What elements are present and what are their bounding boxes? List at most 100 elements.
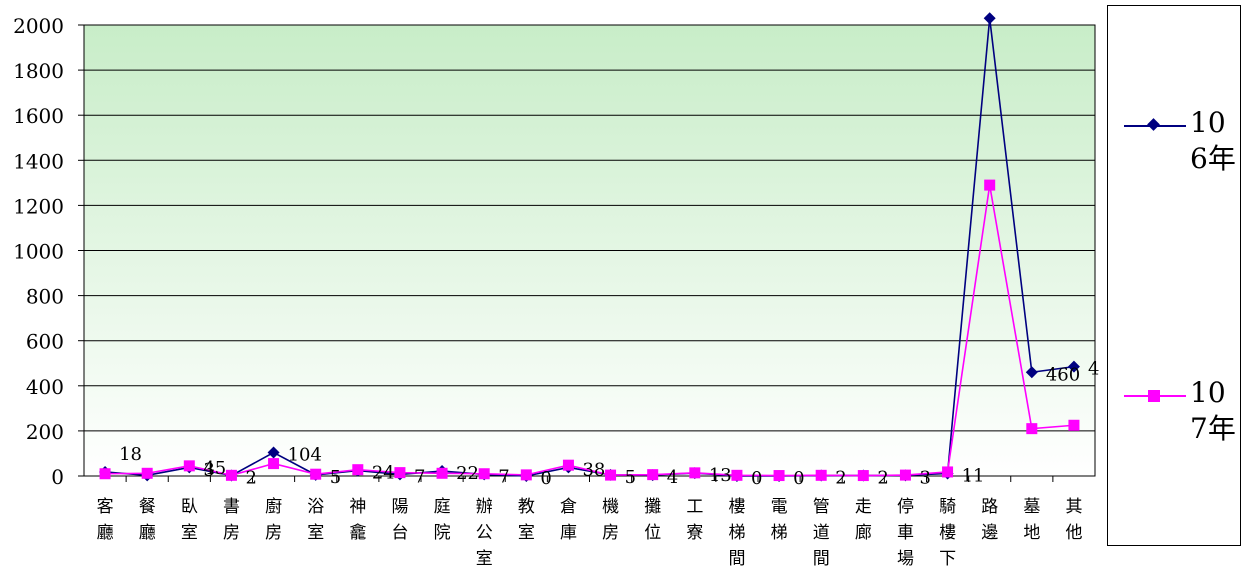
data-point xyxy=(436,467,448,479)
x-tick-label: 書 xyxy=(223,497,240,517)
x-tick-label: 機 xyxy=(602,497,619,517)
data-label: 7 xyxy=(414,466,425,487)
x-tick-label: 騎 xyxy=(939,497,956,517)
y-tick-label: 1800 xyxy=(13,59,64,83)
data-point xyxy=(310,468,322,480)
data-label: 38 xyxy=(582,459,605,480)
data-label: 0 xyxy=(751,468,762,489)
data-label: 3 xyxy=(203,459,214,480)
data-label: 11 xyxy=(962,466,985,487)
x-axis: 客廳餐廳臥室書房廚房浴室神龕陽台庭院辦公室教室倉庫機房攤位工寮樓梯間電梯管道間走… xyxy=(97,476,1082,569)
x-tick-label: 間 xyxy=(813,549,830,569)
x-tick-label: 車 xyxy=(897,523,914,543)
x-tick-label: 梯 xyxy=(771,523,788,543)
data-label: 13 xyxy=(709,465,732,486)
x-tick-label: 浴 xyxy=(307,497,324,517)
data-label: 18 xyxy=(119,444,142,465)
data-point xyxy=(942,466,954,478)
y-axis: 0 200 400 600 800 1000 1200 1400 1600 1800 2000 xyxy=(13,14,84,489)
data-label: 5 xyxy=(625,467,636,488)
data-label: 2 xyxy=(835,468,846,489)
x-tick-label: 庭 xyxy=(434,497,451,517)
x-tick-label: 地 xyxy=(1023,523,1040,543)
x-tick-label: 攤 xyxy=(644,497,661,517)
x-tick-label: 倉 xyxy=(560,497,577,517)
x-tick-label: 樓 xyxy=(939,523,956,543)
data-point xyxy=(1067,360,1080,373)
legend-entry-107: 107年 xyxy=(1118,376,1242,461)
x-tick-label: 台 xyxy=(391,523,408,543)
data-point xyxy=(183,460,195,472)
x-tick-label: 陽 xyxy=(391,497,408,517)
data-label: 5 xyxy=(330,467,341,488)
x-tick-label: 電 xyxy=(771,497,788,517)
x-tick-label: 走 xyxy=(855,497,872,517)
data-point xyxy=(267,446,280,459)
x-tick-label: 室 xyxy=(476,549,493,569)
legend-label-106: 106年 xyxy=(1190,106,1236,175)
x-tick-label: 龕 xyxy=(349,523,366,543)
x-tick-label: 管 xyxy=(813,497,830,517)
diamond-marker-icon xyxy=(1147,118,1160,131)
x-tick-label: 道 xyxy=(813,523,830,543)
data-point xyxy=(647,469,659,481)
data-label: 22 xyxy=(456,463,479,484)
data-point xyxy=(899,469,911,481)
data-point xyxy=(1025,366,1038,379)
data-point xyxy=(394,467,406,479)
x-tick-label: 寮 xyxy=(686,523,703,543)
x-tick-label: 室 xyxy=(181,523,198,543)
x-tick-label: 工 xyxy=(686,497,703,517)
data-label: 104 xyxy=(288,445,322,466)
y-tick-label: 0 xyxy=(51,465,64,489)
legend: 106年 107年 xyxy=(1107,5,1241,546)
square-marker-icon xyxy=(1148,390,1160,402)
data-point xyxy=(857,470,869,482)
x-tick-label: 教 xyxy=(518,497,535,517)
x-tick-label: 停 xyxy=(897,497,914,517)
data-point xyxy=(352,464,364,476)
data-point xyxy=(141,467,153,479)
data-label: 0 xyxy=(793,468,804,489)
x-tick-label: 房 xyxy=(223,523,240,543)
data-point xyxy=(478,468,490,480)
y-tick-label: 1000 xyxy=(13,240,64,264)
x-tick-label: 房 xyxy=(602,523,619,543)
data-label: 2 xyxy=(245,468,256,489)
y-tick-label: 1400 xyxy=(13,149,64,173)
x-tick-label: 他 xyxy=(1065,523,1082,543)
x-tick-label: 廚 xyxy=(265,496,282,517)
x-tick-label: 廳 xyxy=(139,523,156,543)
data-label: 24 xyxy=(372,463,395,484)
x-tick-label: 場 xyxy=(897,549,914,569)
y-tick-label: 800 xyxy=(26,285,64,309)
x-tick-label: 室 xyxy=(307,523,324,543)
y-tick-label: 2000 xyxy=(13,14,64,38)
data-point xyxy=(983,12,996,25)
x-tick-label: 下 xyxy=(939,549,956,569)
data-point xyxy=(1068,419,1080,431)
data-label: 45 xyxy=(203,458,226,479)
x-tick-label: 庫 xyxy=(560,523,577,543)
data-point xyxy=(605,469,617,481)
data-point xyxy=(984,179,996,191)
x-tick-label: 臥 xyxy=(181,497,198,517)
x-tick-label: 廳 xyxy=(97,523,114,543)
data-point xyxy=(731,469,743,481)
data-label: 460 xyxy=(1046,364,1080,385)
data-point xyxy=(1026,423,1038,435)
y-tick-label: 1600 xyxy=(13,104,64,128)
x-tick-label: 房 xyxy=(265,523,282,543)
data-point xyxy=(773,470,785,482)
data-point xyxy=(815,469,827,481)
x-tick-label: 室 xyxy=(518,523,535,543)
data-point xyxy=(268,458,280,470)
y-tick-label: 400 xyxy=(26,375,64,399)
data-point xyxy=(689,467,701,479)
series-line xyxy=(105,184,1075,477)
data-label: 0 xyxy=(540,468,551,489)
x-tick-label: 廊 xyxy=(855,523,872,543)
x-tick-label: 位 xyxy=(644,523,661,543)
y-tick-label: 600 xyxy=(26,330,64,354)
